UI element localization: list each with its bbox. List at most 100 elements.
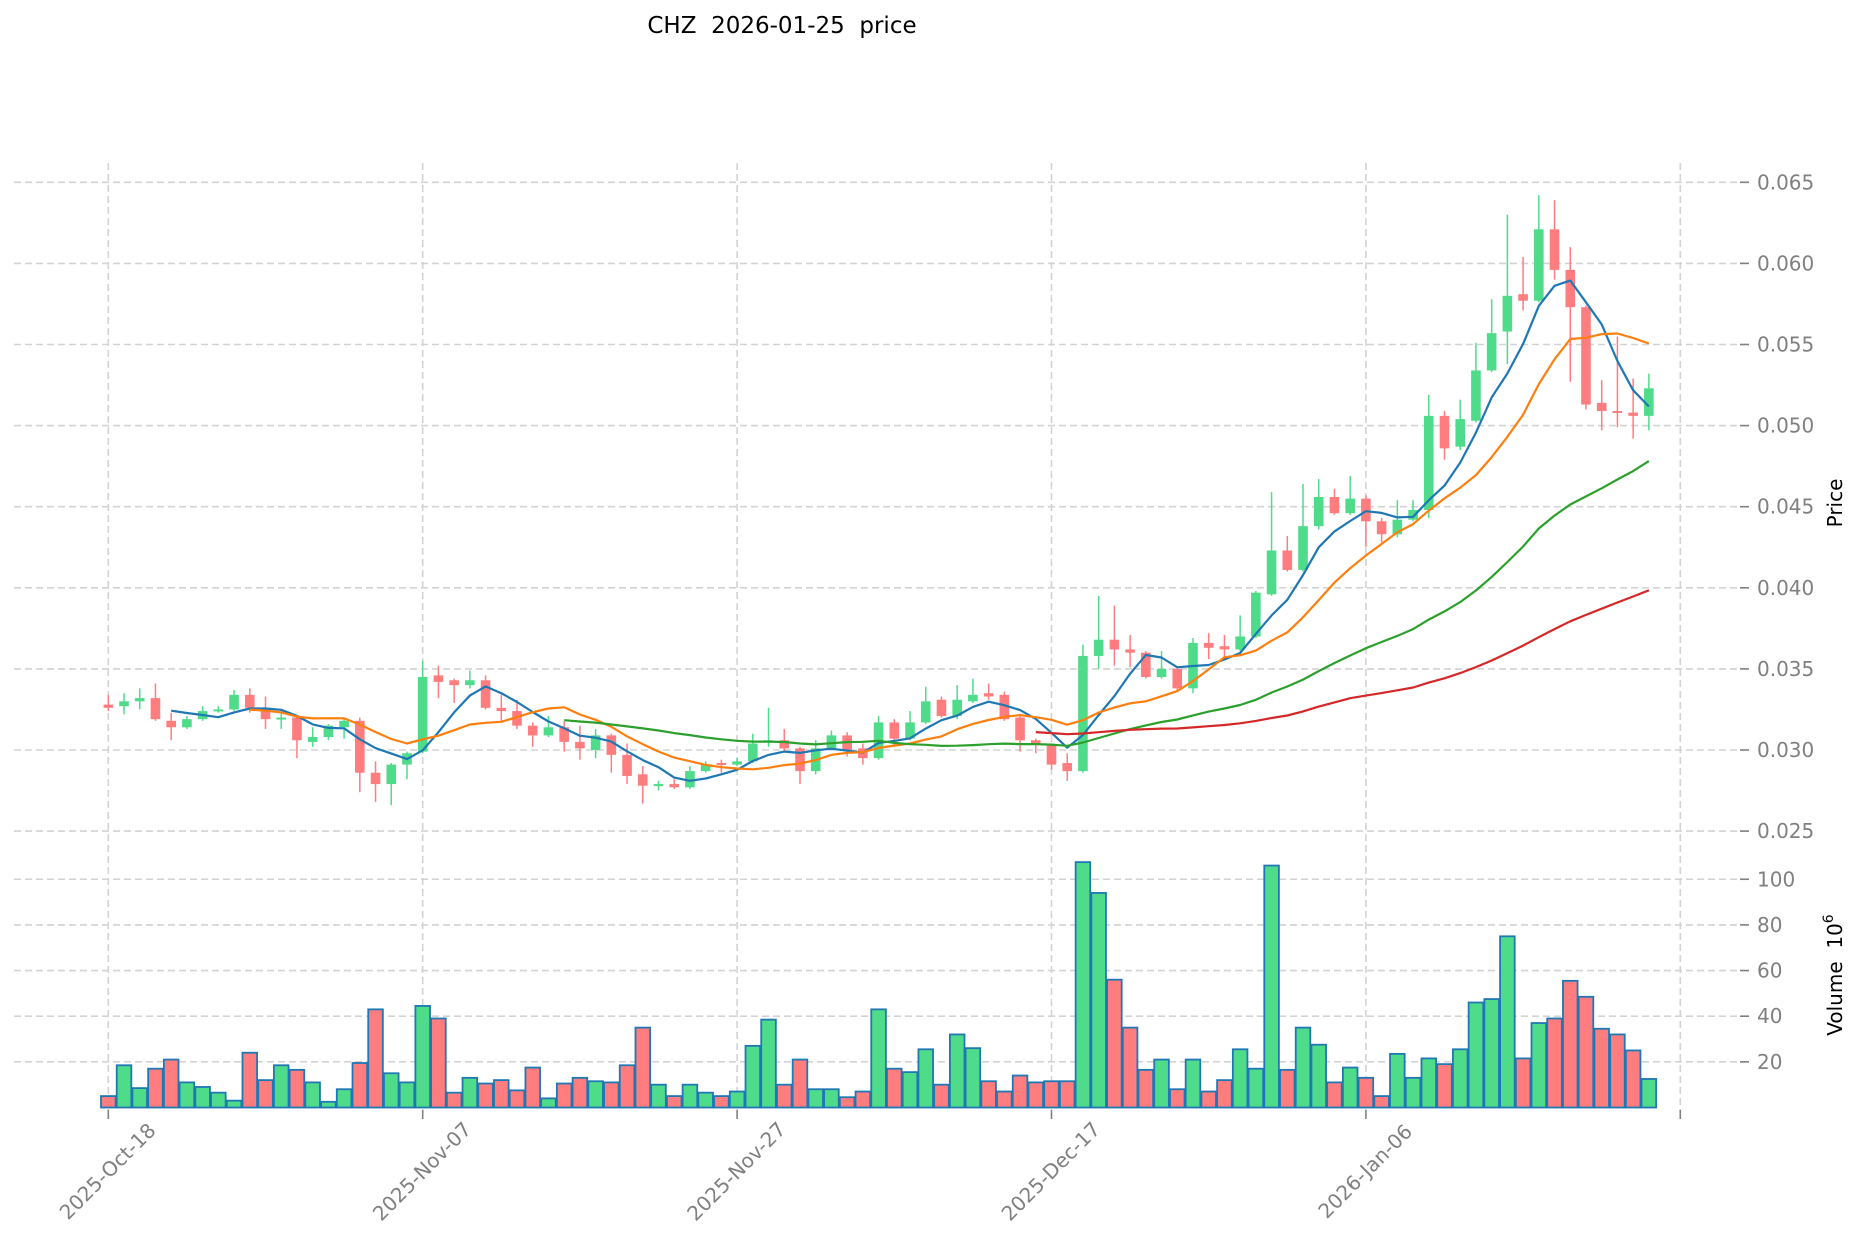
- candle: [417, 660, 428, 754]
- candle: [952, 685, 962, 720]
- candle-body: [1596, 402, 1607, 412]
- candle: [260, 696, 271, 729]
- candle: [1534, 195, 1544, 303]
- volume-bar: [697, 1091, 714, 1109]
- volume-tick-label: 40: [1757, 1004, 1782, 1028]
- volume-bar: [948, 1033, 966, 1109]
- volume-bar: [870, 1008, 887, 1109]
- volume-bar: [666, 1095, 683, 1109]
- price-tick-label: 0.065: [1757, 170, 1814, 194]
- candle: [559, 720, 569, 752]
- volume-bar: [131, 1087, 148, 1109]
- volume-bar: [1404, 1076, 1422, 1109]
- price-tick-label: 0.035: [1757, 657, 1814, 681]
- price-axis-label: Price: [1823, 479, 1847, 528]
- volume-unit-exponent: 6: [1821, 914, 1837, 923]
- candle-body: [119, 701, 129, 707]
- candle: [1408, 500, 1418, 522]
- candle: [1093, 595, 1104, 669]
- candle-body: [229, 694, 239, 710]
- candle-body: [323, 725, 334, 738]
- candle: [1549, 200, 1560, 280]
- volume-bar: [1483, 998, 1500, 1109]
- chart-title: CHZ 2026-01-25 price: [647, 13, 916, 39]
- candle: [323, 724, 334, 741]
- candle-body: [1392, 519, 1403, 535]
- candle-body: [779, 740, 790, 749]
- moving-average-60-line: [1035, 589, 1650, 736]
- candle: [1376, 518, 1387, 543]
- candle-body: [134, 698, 145, 702]
- volume-bar: [1043, 1080, 1060, 1109]
- volume-bar: [603, 1081, 620, 1109]
- price-tick-label: 0.050: [1757, 414, 1814, 438]
- candle: [1471, 342, 1481, 423]
- candle: [103, 694, 114, 712]
- volume-bar: [1530, 1022, 1548, 1109]
- candle-body: [527, 725, 538, 736]
- candle-body: [1423, 415, 1434, 510]
- candle-body: [386, 764, 397, 785]
- price-tick-label: 0.045: [1757, 495, 1814, 519]
- volume-bar: [1389, 1052, 1406, 1109]
- volume-bar: [1027, 1081, 1044, 1109]
- volume-bar: [115, 1064, 133, 1109]
- volume-bar: [1216, 1079, 1233, 1109]
- candle: [653, 780, 664, 791]
- candle-body: [1313, 496, 1324, 527]
- volume-bar: [1577, 995, 1595, 1109]
- candle-body: [1109, 639, 1120, 650]
- candle-body: [370, 772, 381, 785]
- volume-bar: [1074, 861, 1092, 1109]
- candle: [779, 728, 790, 752]
- candle-body: [244, 694, 255, 708]
- candle-body: [417, 677, 428, 752]
- candle-body: [1030, 740, 1041, 744]
- date-tick-label: 2025-Nov-27: [682, 1117, 790, 1225]
- candle: [1251, 591, 1261, 639]
- candle-body: [512, 711, 522, 726]
- candle: [1203, 633, 1214, 660]
- candle-body: [1251, 592, 1261, 637]
- candle: [496, 694, 507, 723]
- candle: [512, 699, 522, 729]
- volume-bar: [1153, 1058, 1170, 1109]
- candle: [575, 725, 585, 760]
- date-tick-label: 2025-Nov-07: [368, 1117, 476, 1225]
- volume-bar: [760, 1018, 777, 1109]
- candle: [229, 689, 239, 712]
- volume-bar: [508, 1089, 526, 1109]
- volume-bar: [1137, 1068, 1155, 1109]
- volume-bar: [241, 1051, 258, 1109]
- volume-bar: [744, 1044, 762, 1109]
- candle-body: [355, 720, 365, 773]
- volume-tick-label: 100: [1757, 867, 1795, 891]
- volume-bar: [1263, 864, 1280, 1109]
- candle-body: [1172, 668, 1183, 689]
- candle-body: [213, 709, 224, 712]
- volume-bar: [1326, 1081, 1343, 1109]
- candle-body: [1471, 370, 1481, 421]
- volume-bar: [1420, 1057, 1437, 1109]
- candle: [276, 711, 287, 729]
- candle: [1078, 644, 1088, 773]
- candle: [1015, 715, 1025, 752]
- volume-bar: [901, 1071, 919, 1109]
- candle-body: [1078, 655, 1088, 772]
- candle-body: [496, 707, 507, 712]
- candle: [1502, 214, 1513, 364]
- candle-body: [1628, 412, 1638, 416]
- volume-bar: [162, 1058, 180, 1109]
- volume-bar: [1090, 892, 1107, 1109]
- volume-bar: [1106, 978, 1123, 1109]
- candle: [920, 686, 931, 725]
- volume-bar: [178, 1081, 196, 1109]
- candle-body: [465, 680, 475, 686]
- candle-body: [1093, 639, 1104, 656]
- moving-average-lines: [171, 279, 1650, 782]
- volume-bar: [776, 1083, 793, 1109]
- volume-bar: [1247, 1067, 1265, 1109]
- candle: [1644, 373, 1654, 431]
- candle-body: [1549, 229, 1560, 270]
